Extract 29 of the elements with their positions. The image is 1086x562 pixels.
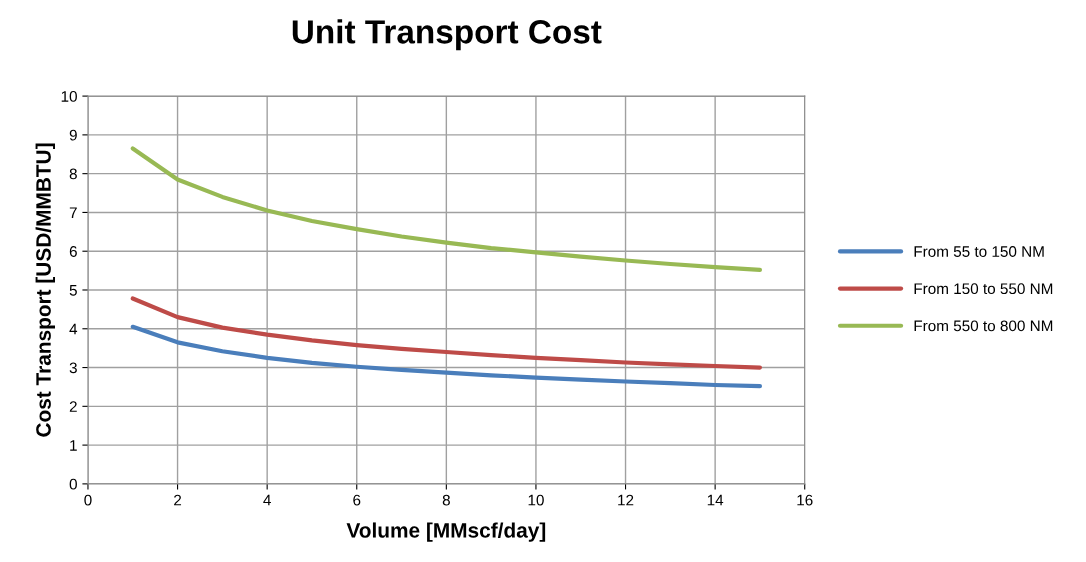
line-series: [130, 324, 763, 389]
y-tick-label: 3: [69, 362, 77, 374]
y-tick-label: 5: [69, 285, 77, 296]
y-tick-label: 6: [69, 246, 77, 257]
y-tick-label: 4: [69, 323, 78, 335]
x-tick-label: 12: [618, 494, 634, 506]
x-tick-label: 16: [797, 494, 813, 506]
line-series: [130, 296, 763, 370]
chart-title: Unit Transport Cost: [292, 19, 602, 51]
x-tick-label: 0: [84, 494, 92, 506]
line-series: [130, 146, 763, 272]
x-tick-label: 14: [707, 494, 724, 506]
x-tick-label: 4: [263, 494, 271, 506]
legend-label: From 550 to 800 NM: [914, 320, 1053, 332]
x-axis-title: Volume [MMscf/day]: [346, 522, 546, 542]
y-tick-label: 10: [61, 90, 77, 102]
y-tick-label: 2: [69, 401, 77, 412]
x-tick-label: 6: [353, 494, 361, 506]
y-axis-title: Cost Transport [USD/MMBTU]: [35, 143, 55, 437]
legend-label: From 150 to 550 NM: [914, 283, 1053, 295]
y-tick-label: 8: [69, 168, 77, 180]
legend-label: From 55 to 150 NM: [914, 246, 1044, 257]
y-tick-label: 1: [70, 440, 77, 451]
x-tick-label: 2: [174, 494, 182, 506]
y-tick-label: 0: [69, 478, 77, 490]
x-tick-label: 10: [528, 494, 544, 506]
y-tick-label: 9: [69, 129, 77, 141]
x-tick-label: 8: [442, 494, 450, 506]
y-tick-label: 7: [69, 207, 77, 218]
